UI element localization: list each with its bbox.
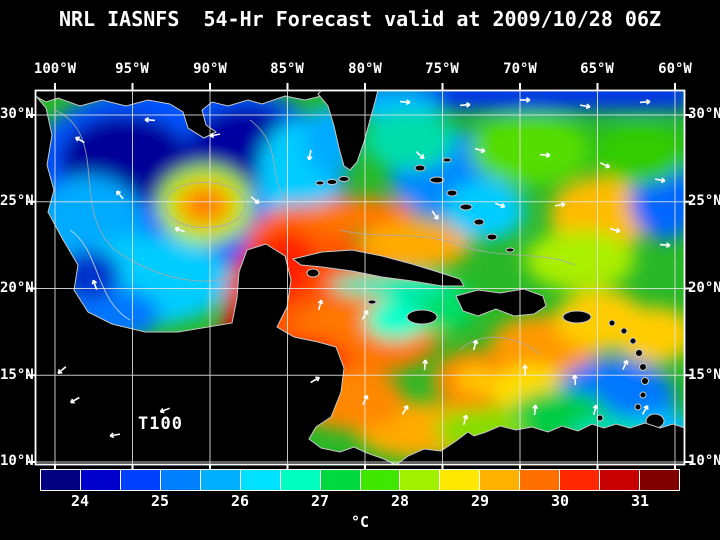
colorbar-cell xyxy=(159,470,200,490)
map-frame xyxy=(28,83,692,472)
colorbar-cell xyxy=(199,470,240,490)
page-title: NRL IASNFS 54-Hr Forecast valid at 2009/… xyxy=(58,7,662,31)
colorbar-cell xyxy=(639,470,679,490)
colorbar-cell xyxy=(79,470,120,490)
colorbar-label: 24 xyxy=(70,492,90,510)
map-canvas xyxy=(28,83,692,472)
colorbar-label: 25 xyxy=(150,492,170,510)
colorbar xyxy=(40,469,680,491)
lon-tick-label: 80°W xyxy=(348,61,382,77)
lat-tick-label: 15°N xyxy=(688,367,720,383)
coastline-land xyxy=(35,90,685,465)
colorbar-cell xyxy=(359,470,400,490)
lon-tick-label: 60°W xyxy=(658,61,692,77)
lat-tick-label: 25°N xyxy=(688,193,720,209)
colorbar-cell xyxy=(119,470,160,490)
colorbar-labels: 24 25 26 27 28 29 30 31 xyxy=(40,492,680,510)
lon-tick-label: 85°W xyxy=(270,61,304,77)
colorbar-cell xyxy=(439,470,480,490)
lat-tick-label: 10°N xyxy=(0,453,34,469)
lat-tick-label: 30°N xyxy=(688,106,720,122)
lat-tick-label: 20°N xyxy=(688,280,720,296)
field-label: T100 xyxy=(138,414,183,434)
colorbar-label: 28 xyxy=(390,492,410,510)
grid-lines xyxy=(35,90,685,465)
lat-tick-label: 30°N xyxy=(0,106,34,122)
colorbar-label: 30 xyxy=(550,492,570,510)
colorbar-unit: °C xyxy=(350,513,370,531)
lon-tick-label: 95°W xyxy=(115,61,149,77)
colorbar-label: 31 xyxy=(630,492,650,510)
lon-tick-label: 90°W xyxy=(193,61,227,77)
colorbar-cell xyxy=(479,470,520,490)
colorbar-cell xyxy=(41,470,80,490)
colorbar-cell xyxy=(279,470,320,490)
colorbar-cell xyxy=(599,470,640,490)
lat-tick-label: 25°N xyxy=(0,193,34,209)
lon-tick-label: 100°W xyxy=(33,61,77,77)
lon-tick-label: 65°W xyxy=(580,61,614,77)
colorbar-label: 27 xyxy=(310,492,330,510)
colorbar-cell xyxy=(519,470,560,490)
colorbar-cell xyxy=(559,470,600,490)
lon-tick-label: 70°W xyxy=(503,61,537,77)
colorbar-cell xyxy=(399,470,440,490)
colorbar-cell xyxy=(319,470,360,490)
colorbar-label: 26 xyxy=(230,492,250,510)
colorbar-label: 29 xyxy=(470,492,490,510)
lat-tick-label: 10°N xyxy=(688,453,720,469)
lat-tick-label: 15°N xyxy=(0,367,34,383)
lon-tick-label: 75°W xyxy=(425,61,459,77)
lat-tick-label: 20°N xyxy=(0,280,34,296)
colorbar-cell xyxy=(239,470,280,490)
